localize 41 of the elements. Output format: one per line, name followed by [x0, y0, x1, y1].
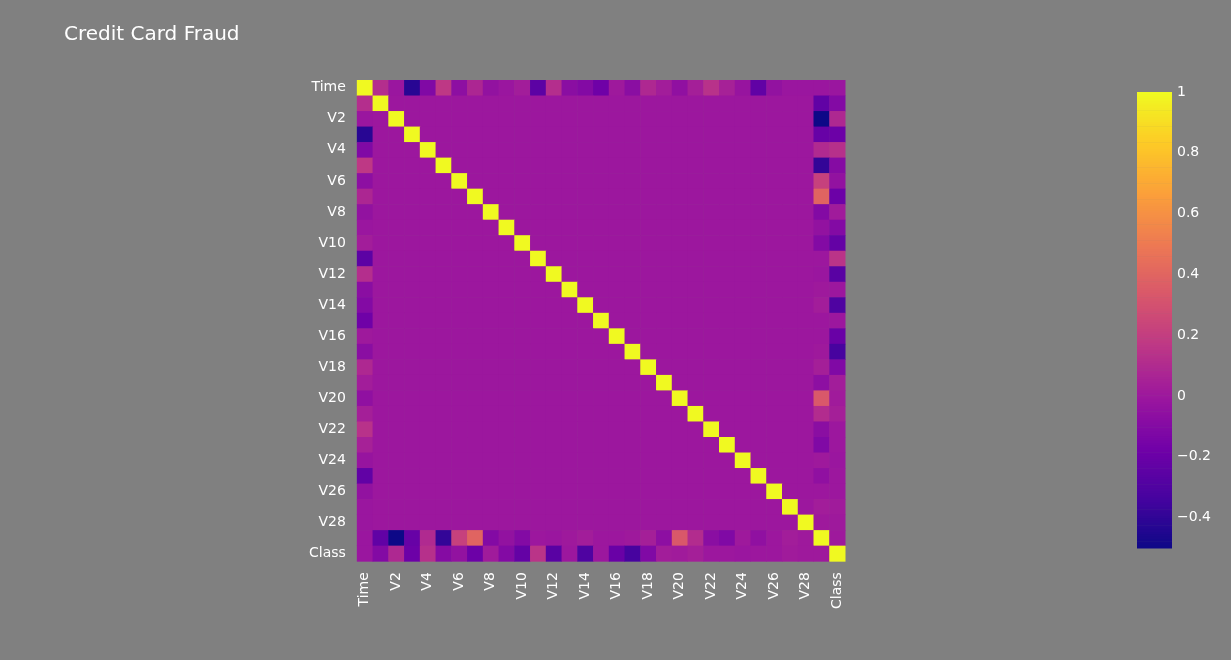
x-tick-label: Time — [355, 572, 372, 608]
y-tick-label: V20 — [318, 388, 346, 405]
y-tick-label: V2 — [327, 109, 346, 126]
color-bar-label: 0.6 — [1177, 204, 1200, 221]
color-bar-label: 0.8 — [1177, 143, 1200, 160]
y-tick-label: V18 — [318, 357, 346, 374]
x-tick-label: V14 — [575, 572, 592, 600]
y-tick-label: V26 — [318, 481, 346, 498]
y-tick-label: V12 — [318, 264, 346, 281]
color-bar-label: −0.2 — [1177, 447, 1211, 464]
y-tick-label: V6 — [327, 171, 346, 188]
x-tick-label: V10 — [512, 572, 529, 600]
x-tick-label: V12 — [544, 572, 561, 600]
y-tick-label: Class — [308, 544, 346, 561]
y-tick-label: Time — [310, 78, 346, 95]
y-tick-label: V24 — [318, 450, 346, 467]
color-bar-label: −0.4 — [1177, 508, 1212, 525]
x-tick-label: V16 — [607, 572, 624, 600]
x-tick-label: V8 — [481, 572, 498, 591]
x-tick-label: Class — [827, 572, 844, 610]
x-tick-label: V22 — [701, 572, 718, 600]
y-tick-label: V16 — [318, 326, 346, 343]
color-bar-label: 1 — [1177, 82, 1186, 99]
x-tick-label: V26 — [764, 572, 781, 600]
y-tick-label: V28 — [318, 513, 346, 529]
x-tick-label: V4 — [418, 572, 435, 591]
y-tick-label: V4 — [327, 140, 346, 157]
color-bar-label: 0.2 — [1177, 325, 1200, 342]
x-tick-label: V24 — [733, 572, 750, 600]
x-tick-label: V6 — [449, 572, 466, 591]
x-tick-label: V2 — [386, 572, 403, 591]
x-tick-label: V20 — [670, 572, 687, 600]
color-bar-label: 0.4 — [1177, 265, 1200, 282]
x-tick-label: V18 — [638, 572, 655, 600]
y-tick-label: V22 — [318, 419, 346, 436]
color-bar-label: 0 — [1177, 386, 1186, 403]
y-tick-label: V14 — [318, 295, 346, 312]
y-tick-label: V8 — [327, 202, 346, 219]
text: Credit Card Fraud — [64, 21, 240, 46]
y-tick-label: V10 — [318, 233, 346, 250]
x-tick-label: V28 — [796, 572, 813, 600]
